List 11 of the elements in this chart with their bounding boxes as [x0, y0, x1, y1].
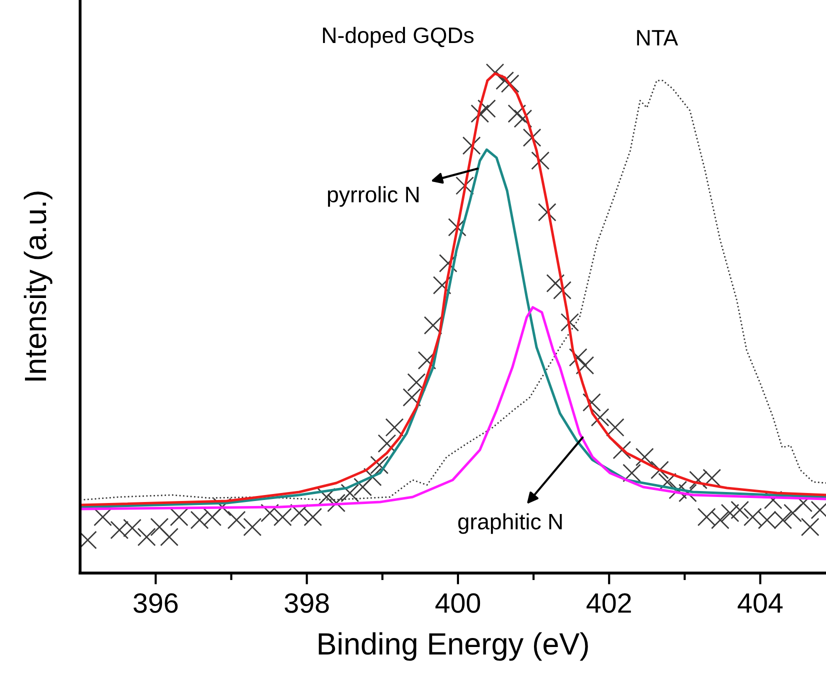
x-tick-label: 398	[284, 593, 329, 613]
series-label: NTA	[637, 30, 678, 46]
y-axis-title: Intensity (a.u.)	[24, 192, 52, 381]
series-label: N-doped GQDs	[323, 26, 474, 48]
annotation: pyrrolic N	[328, 186, 419, 207]
x-tick-label: 404	[738, 593, 783, 613]
x-axis-title: Binding Energy (eV)	[318, 632, 588, 661]
annotation: graphitic N	[458, 513, 562, 534]
x-tick-label: 400	[435, 593, 480, 613]
x-tick-label: 396	[134, 593, 178, 613]
x-tick-label: 402	[586, 593, 631, 613]
